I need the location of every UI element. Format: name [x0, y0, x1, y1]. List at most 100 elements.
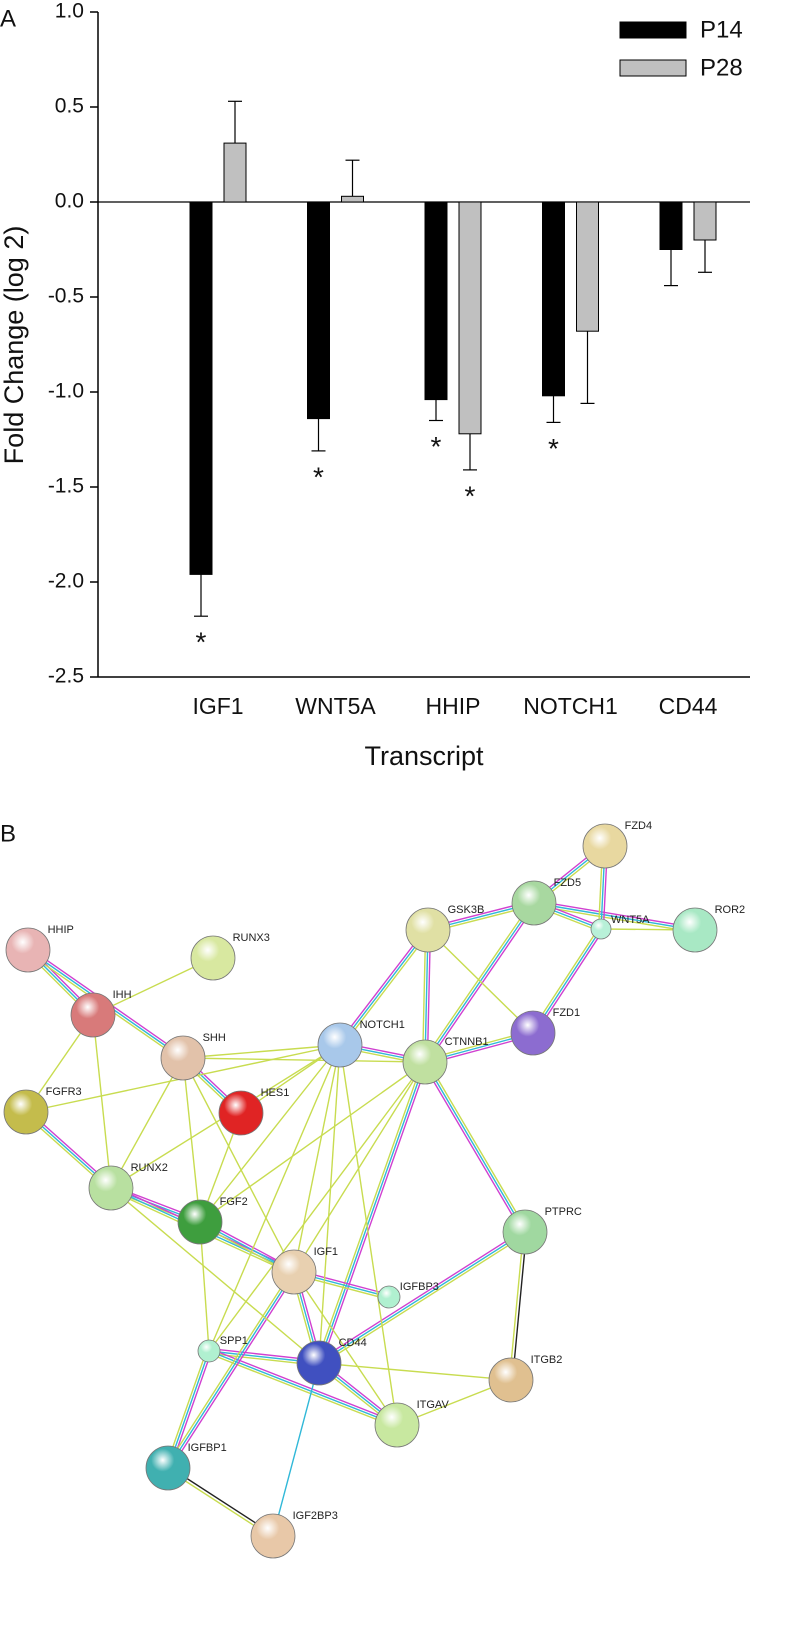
node-label: RUNX2	[131, 1162, 168, 1174]
node-label: ROR2	[715, 904, 746, 916]
y-tick-label: -1.0	[48, 380, 84, 403]
network-edge	[422, 1062, 524, 1234]
node-label: NOTCH1	[360, 1019, 405, 1031]
node-label: GSK3B	[448, 904, 485, 916]
node-label: IGF1	[314, 1246, 338, 1258]
node-label: HES1	[261, 1087, 290, 1099]
y-tick-label: 0.5	[55, 95, 84, 118]
network-edge	[422, 901, 533, 1062]
node-label: SPP1	[220, 1335, 248, 1347]
x-tick-label: CD44	[659, 693, 718, 719]
network-edge	[339, 1044, 398, 1426]
network-node	[402, 1039, 448, 1085]
network-edge	[426, 903, 537, 1064]
network-edge	[318, 1061, 426, 1364]
network-node	[70, 992, 116, 1038]
y-axis-label: Fold Change (log 2)	[0, 226, 29, 465]
network-edge	[110, 1057, 184, 1189]
bar	[189, 201, 213, 575]
node-label: IHH	[113, 989, 132, 1001]
node-label: SHH	[203, 1032, 226, 1044]
node-label: HHIP	[48, 924, 74, 936]
y-tick-label: 0.0	[55, 190, 84, 213]
node-label: FGFR3	[46, 1086, 82, 1098]
network-edge	[272, 1362, 320, 1537]
network-edge	[317, 1229, 525, 1362]
network-edge	[182, 1044, 341, 1059]
network-node	[405, 907, 451, 953]
node-label: WNT5A	[611, 914, 650, 926]
node-label: RUNX3	[233, 932, 270, 944]
node-label: FGF2	[220, 1196, 248, 1208]
node-label: IGF2BP3	[293, 1510, 338, 1522]
x-axis-label: Transcript	[364, 741, 484, 771]
network-edge	[337, 928, 427, 1044]
legend-swatch	[619, 59, 687, 77]
node-label: PTPRC	[545, 1206, 582, 1218]
bar	[542, 201, 565, 397]
node-label: CTNNB1	[445, 1036, 489, 1048]
network-edge	[293, 1271, 398, 1426]
network-node	[511, 880, 557, 926]
network-edge	[511, 1232, 528, 1381]
network-edge	[316, 1060, 424, 1363]
network-node	[488, 1357, 534, 1403]
bar	[576, 201, 599, 332]
network-edge	[339, 929, 429, 1046]
network-node	[502, 1209, 548, 1255]
network-node	[510, 1010, 556, 1056]
network-edge	[110, 1187, 320, 1364]
network-edge	[209, 1348, 399, 1424]
node-label: FZD5	[554, 877, 582, 889]
network-edge	[169, 1272, 297, 1470]
x-tick-label: IGF1	[192, 693, 243, 719]
network-edge	[533, 904, 695, 934]
network-edge	[92, 1014, 112, 1189]
bar	[458, 201, 482, 435]
network-node	[218, 1090, 264, 1136]
network-node	[296, 1340, 342, 1386]
network-node	[190, 935, 236, 981]
network-edge	[182, 1057, 426, 1063]
network-edge	[208, 1350, 398, 1426]
network-edge	[424, 902, 535, 1063]
network-node	[197, 1339, 221, 1363]
node-label: IGFBP3	[400, 1281, 439, 1293]
network-edge	[199, 1044, 341, 1223]
network-node	[5, 927, 51, 973]
node-label: ITGB2	[531, 1354, 563, 1366]
network-node	[250, 1513, 296, 1559]
y-tick-label: -1.5	[48, 475, 84, 498]
network-node	[317, 1022, 363, 1068]
network-node	[582, 823, 628, 869]
panel-label: A	[0, 5, 16, 32]
bar	[424, 201, 448, 401]
network-edge	[208, 1061, 426, 1352]
bar	[223, 142, 247, 203]
legend-swatch	[619, 21, 687, 39]
node-label: ITGAV	[417, 1399, 450, 1411]
legend-label: P14	[700, 16, 743, 43]
network-edge	[293, 1044, 341, 1273]
node-label: FZD4	[625, 820, 653, 832]
x-tick-label: WNT5A	[295, 693, 376, 719]
network-edge	[318, 1362, 512, 1381]
bar	[341, 195, 364, 203]
significance-label: *	[196, 627, 207, 658]
significance-label: *	[465, 480, 476, 511]
network-edge	[424, 1061, 526, 1233]
network-edge	[318, 1231, 526, 1364]
network-edge	[341, 931, 431, 1047]
network-edge	[182, 1057, 201, 1223]
y-tick-label: -2.5	[48, 665, 84, 688]
y-tick-label: -0.5	[48, 285, 84, 308]
network-edge	[207, 1352, 397, 1428]
significance-label: *	[313, 461, 324, 492]
network-node	[590, 918, 612, 940]
network-edge	[293, 1061, 426, 1273]
network-edge	[319, 1233, 527, 1366]
network-node	[177, 1199, 223, 1245]
network-edge	[182, 1057, 295, 1273]
network-node	[374, 1402, 420, 1448]
